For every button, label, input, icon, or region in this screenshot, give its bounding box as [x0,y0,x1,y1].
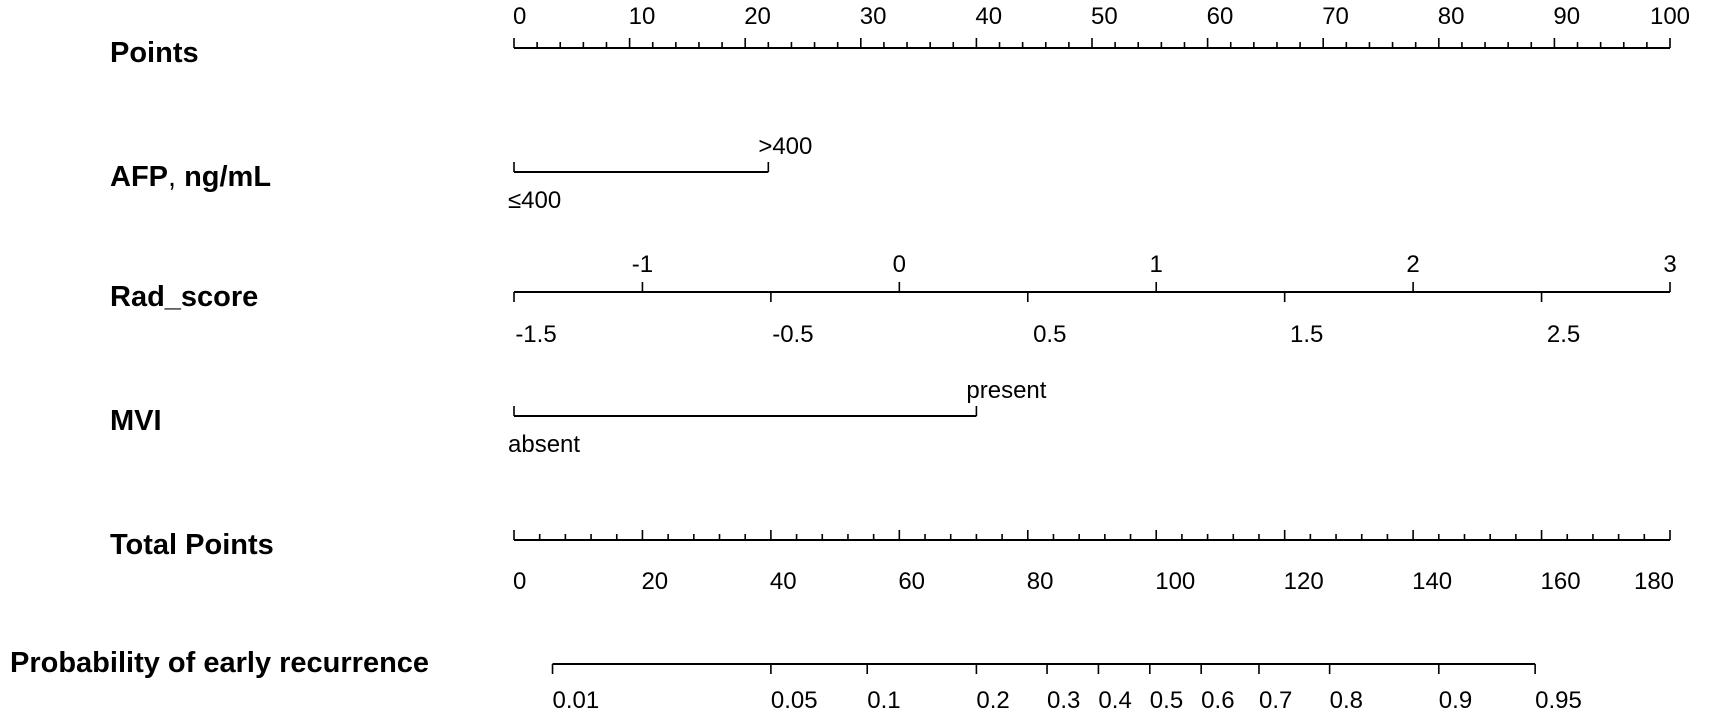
probability-tick-label: 0.01 [553,687,600,714]
points-tick-label: 30 [860,3,887,30]
total-points-tick-label: 80 [1027,568,1054,595]
probability-tick-label: 0.95 [1535,687,1582,714]
probability-tick-label: 0.3 [1047,687,1080,714]
points-tick-label: 100 [1650,3,1690,30]
probability-tick-label: 0.05 [771,687,818,714]
probability-tick-label: 0.1 [867,687,900,714]
total-points-row-label: Total Points [110,529,274,561]
points-tick-label: 0 [513,3,526,30]
rad-score-row-label: Rad_score [110,281,258,313]
points-tick-label: 60 [1207,3,1234,30]
probability-row-label: Probability of early recurrence [10,647,429,679]
rad-score-lower-label: -1.5 [515,321,556,348]
total-points-tick-label: 60 [898,568,925,595]
rad-score-lower-label: 2.5 [1547,321,1580,348]
total-points-tick-label: 140 [1412,568,1452,595]
rad-score-upper-label: 1 [1150,251,1163,278]
points-tick-label: 40 [975,3,1002,30]
probability-tick-label: 0.5 [1150,687,1183,714]
rad-score-lower-label: 0.5 [1033,321,1066,348]
axes-layer: 0 10 20 30 40 50 60 70 80 90 100≤400>400absentpres… [508,3,1690,714]
points-tick-label: 90 [1553,3,1580,30]
rad-score-lower-label: 1.5 [1290,321,1323,348]
points-row-label: Points [110,37,199,69]
total-points-tick-label: 120 [1284,568,1324,595]
afp-label-main: AFP [110,161,168,193]
points-tick-label: 80 [1438,3,1465,30]
total-points-tick-label: 0 [513,568,526,595]
rad-score-upper-label: 0 [893,251,906,278]
afp-row-label: AFP, ng/mL [110,161,271,193]
total-points-tick-label: 40 [770,568,797,595]
rad-score-upper-label: -1 [632,251,653,278]
probability-tick-label: 0.9 [1439,687,1472,714]
rad-score-lower-label: -0.5 [772,321,813,348]
points-tick-label: 10 [629,3,656,30]
total-points-tick-label: 180 [1634,568,1674,595]
points-tick-label: 50 [1091,3,1118,30]
probability-tick-label: 0.7 [1259,687,1292,714]
afp-category-label-1: >400 [758,133,812,160]
rad-score-upper-label: 2 [1406,251,1419,278]
rad-score-upper-label: 3 [1663,251,1676,278]
afp-label-unit: ng/mL [184,161,271,193]
mvi-row-label: MVI [110,405,162,437]
points-tick-label: 20 [744,3,771,30]
afp-category-label-0: ≤400 [508,187,561,214]
probability-tick-label: 0.4 [1098,687,1131,714]
mvi-category-label-1: present [966,377,1046,404]
afp-label-separator: , [168,161,176,193]
total-points-tick-label: 100 [1155,568,1195,595]
total-points-tick-label: 160 [1541,568,1581,595]
probability-tick-label: 0.6 [1201,687,1234,714]
probability-tick-label: 0.8 [1330,687,1363,714]
points-tick-label: 70 [1322,3,1349,30]
probability-tick-label: 0.2 [976,687,1009,714]
total-points-tick-label: 20 [641,568,668,595]
mvi-category-label-0: absent [508,431,580,458]
